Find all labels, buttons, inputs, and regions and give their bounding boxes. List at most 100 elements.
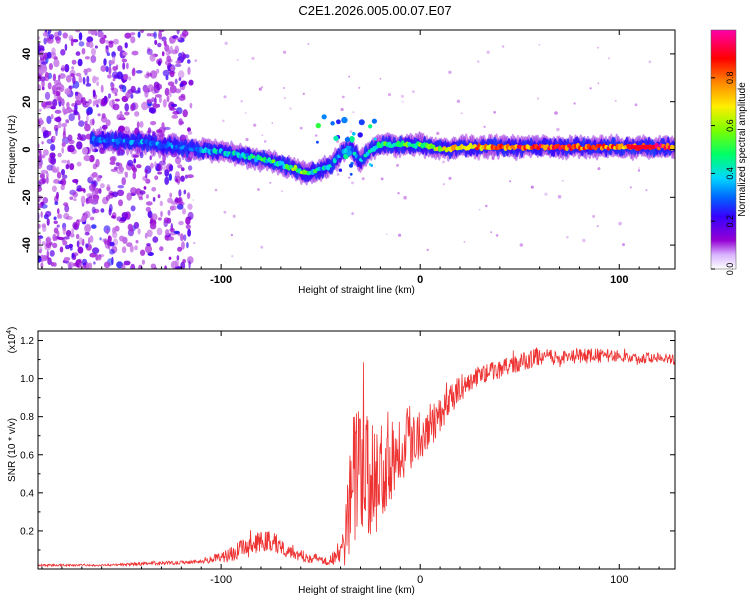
spectrogram-speck (144, 89, 149, 98)
spectrogram-speck (169, 45, 174, 54)
spectrogram-speck (138, 196, 144, 201)
spectrogram-speck (638, 167, 640, 169)
spectrogram-speck (57, 30, 62, 36)
spectrogram-speck (67, 261, 75, 268)
spectrogram-speck (171, 103, 178, 107)
spectrogram-speck (77, 246, 84, 254)
spectrogram-speck (119, 166, 125, 173)
spectrogram-ytick-label: 0 (21, 146, 33, 152)
spectrogram-speck (75, 30, 81, 33)
spectrogram-speck (175, 37, 182, 41)
spectrogram-speck (157, 60, 162, 66)
spectrogram-speck (174, 266, 182, 269)
spectrogram-speck (131, 50, 139, 56)
spectrogram-speck (60, 49, 66, 56)
spectrogram-speck (114, 225, 120, 232)
spectrogram-speck (186, 192, 191, 200)
spectrogram-speck (72, 39, 79, 43)
spectrogram-speck (134, 245, 138, 251)
spectrogram-speck (165, 229, 170, 236)
spectrogram-speck (82, 76, 86, 85)
spectrogram-speck (41, 241, 46, 246)
spectrogram-speck (349, 136, 355, 142)
spectrogram-speck (152, 236, 159, 243)
spectrogram-speck (57, 213, 63, 219)
spectrogram-speck (64, 43, 68, 51)
spectrogram-speck (340, 107, 344, 112)
spectrogram-speck (46, 250, 49, 259)
snr-frame (37, 330, 676, 570)
spectrogram-speck (348, 163, 354, 168)
spectrogram-speck (333, 135, 339, 141)
spectrogram-speck (162, 99, 167, 108)
spectrogram-speck (111, 51, 116, 58)
spectrogram-speck (178, 189, 182, 197)
spectrogram-speck (46, 51, 52, 59)
spectrogram-speck (97, 113, 101, 117)
spectrogram-speck (133, 221, 140, 229)
spectrogram-speck (103, 58, 107, 66)
spectrogram-speck (85, 243, 89, 248)
spectrogram-speck (77, 58, 83, 67)
colorbar-gradient (711, 30, 736, 269)
spectrogram-speck (75, 72, 82, 77)
spectrogram-speck (137, 31, 141, 38)
spectrogram-speck (151, 187, 157, 192)
spectrogram-speck (112, 38, 119, 45)
spectrogram-speck (634, 103, 638, 107)
spectrogram-speck (105, 119, 111, 127)
spectrogram-speck (314, 134, 318, 137)
spectrogram-speck (69, 163, 75, 171)
spectrogram-speck (566, 235, 569, 239)
spectrogram-speck (134, 111, 140, 117)
spectrogram-speck (49, 250, 55, 257)
spectrogram-speck (116, 189, 125, 196)
spectrogram-speck (283, 50, 287, 54)
spectrogram-speck (187, 131, 193, 135)
spectrogram-speck (46, 218, 50, 226)
spectrogram-speck (78, 120, 85, 127)
spectrogram-speck (70, 38, 74, 47)
spectrogram-speck (68, 113, 75, 122)
spectrogram-speck (181, 167, 185, 172)
spectrogram-speck (426, 248, 429, 252)
spectrogram-speck (145, 194, 149, 199)
spectrogram-xlabel: Height of straight line (km) (298, 285, 415, 296)
spectrogram-speck (130, 85, 136, 93)
spectrogram-speck (121, 246, 127, 254)
spectrogram-speck (189, 102, 193, 109)
spectrogram-speck (164, 169, 170, 177)
spectrogram-speck (159, 246, 164, 252)
spectrogram-speck (436, 131, 440, 135)
spectrogram-speck (168, 173, 172, 181)
spectrogram-speck (146, 48, 153, 55)
spectrogram-speck (351, 181, 354, 185)
spectrogram-speck (59, 246, 64, 253)
spectrogram-speck (64, 260, 69, 264)
spectrogram-speck (55, 116, 62, 123)
spectrogram-speck (344, 137, 350, 143)
spectrogram-speck (448, 70, 452, 75)
spectrogram-speck (223, 95, 227, 99)
spectrogram-speck (50, 106, 56, 110)
spectrogram-speck (156, 227, 163, 236)
spectrogram-speck (157, 171, 163, 175)
spectrogram-speck (352, 132, 356, 136)
spectrogram-speck (132, 154, 140, 158)
spectrogram-speck (65, 119, 70, 124)
spectrogram-speck (178, 220, 184, 226)
spectrogram-speck (554, 111, 558, 115)
spectrogram-speck (75, 51, 81, 56)
spectrogram-speck (162, 69, 170, 77)
snr-panel: -100 0 100 0.2 0.4 0.6 0.8 1.0 1.2 Height of str… (6, 327, 676, 596)
spectrogram-speck (495, 234, 499, 237)
spectrogram-speck (380, 177, 384, 181)
spectrogram-speck (105, 39, 109, 44)
spectrogram-speck (69, 196, 74, 200)
spectrogram-speck (269, 181, 272, 184)
spectrogram-speck (146, 229, 153, 238)
spectrogram-speck (43, 54, 47, 62)
spectrogram-speck (46, 164, 54, 171)
spectrogram-speck (368, 163, 372, 166)
spectrogram-speck (67, 134, 73, 142)
